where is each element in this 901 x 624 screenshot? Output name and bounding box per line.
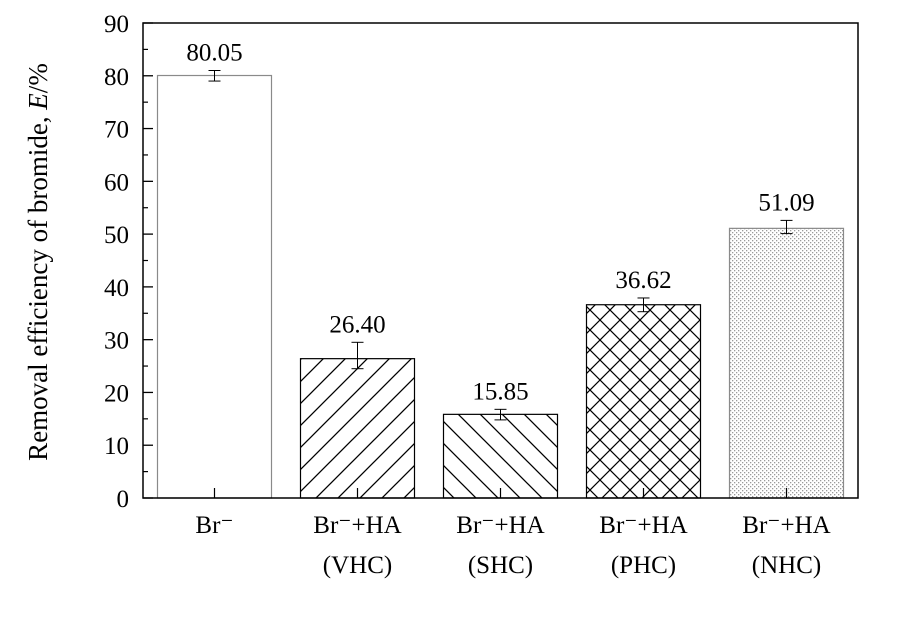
data-label-3: 15.85 [472, 378, 528, 405]
bar-4 [585, 304, 702, 499]
data-label-4: 36.62 [615, 267, 671, 294]
y-axis-title-text: Removal efficiency of bromide, [23, 110, 53, 461]
x-category-sublabel-4: (PHC) [611, 552, 676, 579]
y-tick-label-1: 0 [117, 486, 130, 513]
y-tick-label-10: 90 [104, 11, 129, 38]
bar-2 [299, 358, 416, 499]
x-category-sublabel-3: (SHC) [468, 552, 533, 579]
y-tick-label-3: 20 [104, 380, 129, 407]
data-label-2: 26.40 [329, 311, 385, 338]
y-tick-label-2: 10 [104, 433, 129, 460]
data-labels-layer: 80.05 26.40 15.85 36.62 51.09 [186, 40, 814, 406]
y-tick-label-4: 30 [104, 328, 129, 355]
bar-5 [728, 227, 845, 499]
bar-1 [156, 74, 273, 499]
x-category-label-4: Br⁻+HA [599, 512, 687, 539]
y-tick-label-7: 60 [104, 169, 129, 196]
y-axis-title-unit: /% [23, 63, 53, 93]
x-category-label-2: Br⁻+HA [313, 512, 401, 539]
x-category-label-1: Br⁻ [195, 512, 233, 539]
bars-layer [156, 74, 845, 499]
y-tick-label-5: 40 [104, 275, 129, 302]
y-axis: 0 10 20 30 40 50 60 70 80 90 [104, 11, 153, 513]
data-label-1: 80.05 [186, 40, 242, 67]
error-bars-layer [208, 70, 793, 421]
y-axis-title: Removal efficiency of bromide, E/% [23, 63, 53, 461]
x-category-sublabel-2: (VHC) [323, 552, 392, 579]
x-category-label-3: Br⁻+HA [456, 512, 544, 539]
y-tick-label-9: 80 [104, 64, 129, 91]
y-tick-label-8: 70 [104, 117, 129, 144]
x-category-sublabel-5: (NHC) [752, 552, 821, 579]
bar-3 [442, 413, 559, 499]
y-tick-label-6: 50 [104, 222, 129, 249]
x-axis: Br⁻ Br⁻+HA (VHC) Br⁻+HA (SHC) Br⁻+HA (PHC) Br⁻+… [195, 488, 831, 579]
data-label-5: 51.09 [758, 189, 814, 216]
y-axis-title-variable: E [23, 93, 53, 111]
x-category-label-5: Br⁻+HA [742, 512, 830, 539]
